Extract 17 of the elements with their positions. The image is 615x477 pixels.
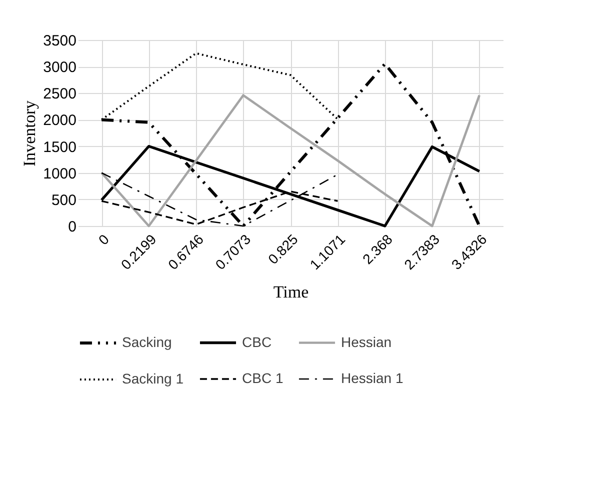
y-tick-label: 500 — [51, 192, 76, 209]
y-axis-title: Inventory — [20, 100, 40, 167]
legend-label: Sacking — [122, 334, 172, 350]
y-tick-label: 1000 — [43, 165, 76, 182]
legend-label: Hessian — [341, 334, 392, 350]
y-tick-label: 2000 — [43, 112, 76, 130]
legend-label: CBC 1 — [242, 370, 284, 386]
x-axis-title: Time — [273, 282, 309, 302]
legend-label: Hessian 1 — [341, 370, 404, 386]
y-tick-label: 1500 — [43, 138, 76, 156]
y-tick-label: 0 — [68, 218, 76, 236]
legend-label: Sacking 1 — [122, 370, 184, 386]
y-tick-label: 3000 — [43, 59, 76, 76]
y-tick-label: 3500 — [43, 32, 76, 50]
x-tick-label: 0 — [95, 230, 112, 248]
y-tick-label: 2500 — [43, 86, 76, 103]
legend-label: CBC — [242, 334, 272, 350]
